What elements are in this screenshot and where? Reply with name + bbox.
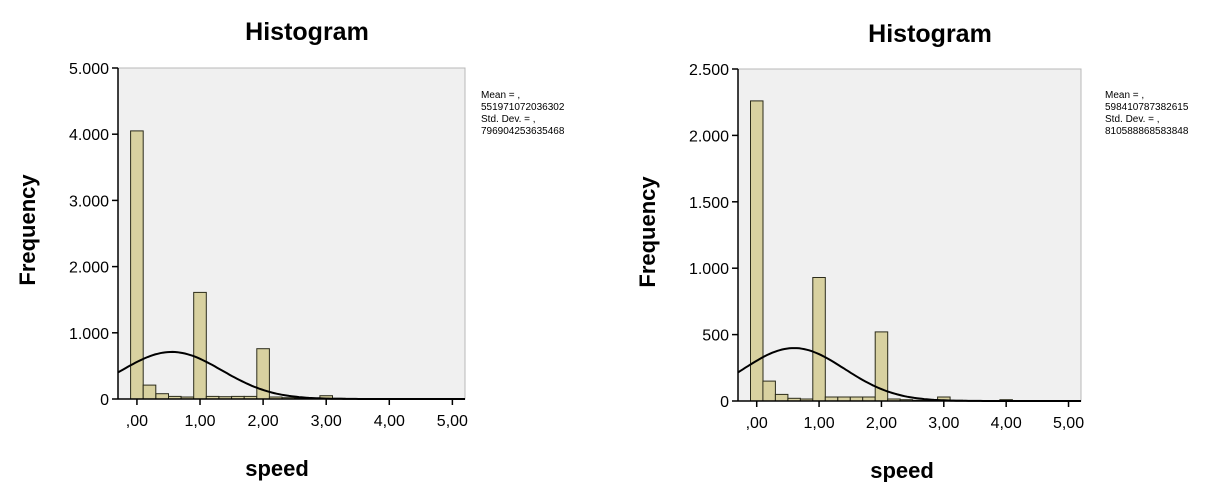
histogram-chart-right: Histogram Frequency speed Mean = , 59841… xyxy=(620,0,1221,482)
x-tick-label: 1,00 xyxy=(804,415,835,432)
y-tick-label: 0 xyxy=(100,392,109,409)
histogram-bar xyxy=(813,278,826,402)
y-axis-label: Frequency xyxy=(15,174,40,286)
histogram-svg-right: Histogram Frequency speed Mean = , 59841… xyxy=(620,0,1221,482)
x-tick-label: 2,00 xyxy=(866,415,897,432)
histogram-bar xyxy=(751,101,764,401)
histogram-bar xyxy=(156,394,169,399)
y-tick-label: 1.000 xyxy=(69,326,109,343)
stats-mean-value: 598410787382615 xyxy=(1105,102,1189,113)
y-tick-label: 2.000 xyxy=(69,260,109,277)
x-tick-label: 1,00 xyxy=(184,413,215,430)
histogram-bar xyxy=(143,385,156,399)
y-tick-label: 3.000 xyxy=(69,193,109,210)
y-tick-label: 1.000 xyxy=(689,261,729,278)
stats-mean-label: Mean = , xyxy=(1105,90,1144,101)
plot-area xyxy=(118,68,465,399)
chart-title: Histogram xyxy=(245,18,369,46)
x-axis-label: speed xyxy=(870,458,934,482)
x-tick-label: 5,00 xyxy=(437,413,468,430)
y-tick-label: 500 xyxy=(702,328,729,345)
x-tick-label: 2,00 xyxy=(248,413,279,430)
stats-std-value: 796904253635468 xyxy=(481,126,565,137)
histogram-svg-left: Histogram Frequency speed Mean = , 55197… xyxy=(0,0,610,482)
x-tick-label: 3,00 xyxy=(928,415,959,432)
histogram-bar xyxy=(194,292,207,399)
x-tick-label: 4,00 xyxy=(374,413,405,430)
stats-std-label: Std. Dev. = , xyxy=(1105,114,1160,125)
stats-mean-label: Mean = , xyxy=(481,90,520,101)
stats-std-label: Std. Dev. = , xyxy=(481,114,536,125)
y-tick-label: 0 xyxy=(720,394,729,411)
y-tick-label: 2.000 xyxy=(689,128,729,145)
chart-title: Histogram xyxy=(868,20,992,48)
x-tick-label: 3,00 xyxy=(311,413,342,430)
x-tick-label: ,00 xyxy=(746,415,768,432)
plot-area xyxy=(738,69,1081,401)
x-tick-label: ,00 xyxy=(126,413,148,430)
y-tick-label: 1.500 xyxy=(689,195,729,212)
histogram-chart-left: Histogram Frequency speed Mean = , 55197… xyxy=(0,0,610,482)
y-tick-label: 2.500 xyxy=(689,62,729,79)
y-tick-label: 4.000 xyxy=(69,127,109,144)
x-tick-label: 4,00 xyxy=(991,415,1022,432)
histogram-bar xyxy=(775,394,788,401)
x-axis-label: speed xyxy=(245,456,309,481)
stats-std-value: 810588868583848 xyxy=(1105,126,1189,137)
x-tick-label: 5,00 xyxy=(1053,415,1084,432)
histogram-bar xyxy=(763,381,776,401)
y-axis-label: Frequency xyxy=(635,176,660,288)
stats-mean-value: 551971072036302 xyxy=(481,102,565,113)
y-tick-label: 5.000 xyxy=(69,61,109,78)
